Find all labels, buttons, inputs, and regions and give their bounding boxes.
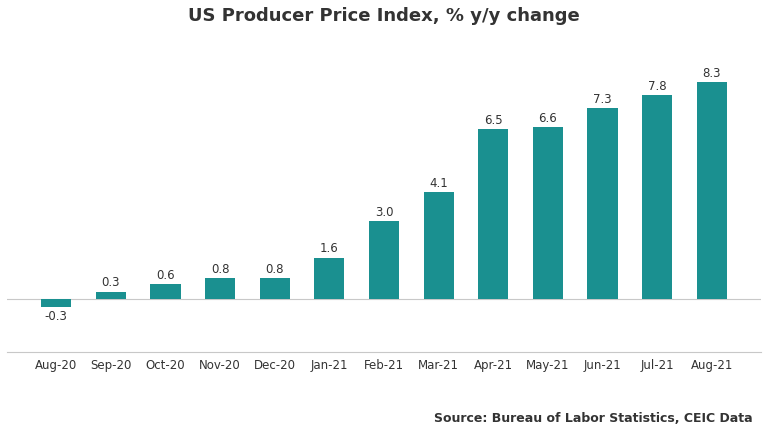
Bar xyxy=(478,129,508,299)
Bar xyxy=(314,257,344,299)
Text: 7.3: 7.3 xyxy=(593,93,612,106)
Text: 4.1: 4.1 xyxy=(429,177,448,190)
Bar xyxy=(260,278,290,299)
Bar xyxy=(642,95,672,299)
Title: US Producer Price Index, % y/y change: US Producer Price Index, % y/y change xyxy=(188,7,580,25)
Text: -0.3: -0.3 xyxy=(45,311,68,323)
Bar xyxy=(205,278,235,299)
Text: 8.3: 8.3 xyxy=(703,67,721,80)
Bar xyxy=(533,127,563,299)
Bar xyxy=(41,299,71,307)
Text: 0.8: 0.8 xyxy=(211,263,230,276)
Bar xyxy=(151,284,180,299)
Text: 1.6: 1.6 xyxy=(320,242,339,255)
Text: Source: Bureau of Labor Statistics, CEIC Data: Source: Bureau of Labor Statistics, CEIC… xyxy=(434,412,753,425)
Text: 6.6: 6.6 xyxy=(538,112,558,124)
Bar xyxy=(697,82,727,299)
Text: 0.8: 0.8 xyxy=(266,263,284,276)
Bar xyxy=(369,221,399,299)
Text: 6.5: 6.5 xyxy=(484,114,502,127)
Bar xyxy=(588,108,617,299)
Text: 7.8: 7.8 xyxy=(648,80,667,93)
Bar xyxy=(96,292,126,299)
Bar xyxy=(424,192,454,299)
Text: 0.3: 0.3 xyxy=(101,276,120,290)
Text: 0.6: 0.6 xyxy=(156,269,175,281)
Text: 3.0: 3.0 xyxy=(375,206,393,219)
